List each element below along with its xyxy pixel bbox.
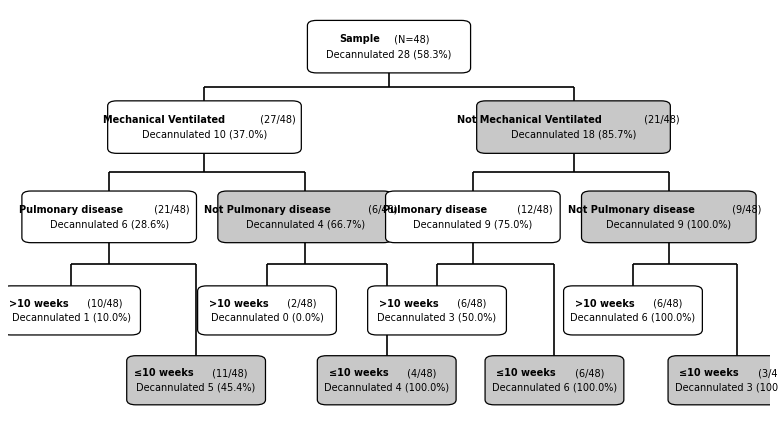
Text: (6/48): (6/48): [572, 368, 604, 378]
Text: Decannulated 9 (75.0%): Decannulated 9 (75.0%): [413, 219, 532, 229]
Text: Pulmonary disease: Pulmonary disease: [19, 205, 123, 215]
FancyBboxPatch shape: [107, 101, 301, 153]
Text: Decannulated 6 (100.0%): Decannulated 6 (100.0%): [492, 382, 617, 392]
Text: (10/48): (10/48): [85, 299, 123, 308]
Text: Decannulated 3 (50.0%): Decannulated 3 (50.0%): [377, 312, 496, 322]
Text: Decannulated 28 (58.3%): Decannulated 28 (58.3%): [326, 49, 452, 59]
Text: Mechanical Ventilated: Mechanical Ventilated: [103, 114, 225, 125]
Text: (4/48): (4/48): [404, 368, 436, 378]
Text: (12/48): (12/48): [514, 205, 553, 215]
Text: (9/48): (9/48): [728, 205, 761, 215]
Text: Not Mechanical Ventilated: Not Mechanical Ventilated: [457, 114, 602, 125]
FancyBboxPatch shape: [22, 191, 197, 243]
Text: (6/48): (6/48): [650, 299, 682, 308]
Text: Decannulated 1 (10.0%): Decannulated 1 (10.0%): [12, 312, 131, 322]
FancyBboxPatch shape: [386, 191, 560, 243]
Text: Decannulated 0 (0.0%): Decannulated 0 (0.0%): [211, 312, 324, 322]
FancyBboxPatch shape: [563, 286, 703, 335]
Text: Not Pulmonary disease: Not Pulmonary disease: [568, 205, 695, 215]
Text: >10 weeks: >10 weeks: [209, 299, 268, 308]
Text: (27/48): (27/48): [258, 114, 296, 125]
Text: Sample: Sample: [338, 34, 380, 44]
Text: Decannulated 3 (100.0%): Decannulated 3 (100.0%): [675, 382, 778, 392]
FancyBboxPatch shape: [485, 356, 624, 405]
Text: (11/48): (11/48): [209, 368, 248, 378]
Text: ≤10 weeks: ≤10 weeks: [496, 368, 556, 378]
Text: >10 weeks: >10 weeks: [9, 299, 68, 308]
Text: ≤10 weeks: ≤10 weeks: [328, 368, 388, 378]
Text: >10 weeks: >10 weeks: [575, 299, 634, 308]
Text: (21/48): (21/48): [641, 114, 679, 125]
Text: Decannulated 4 (66.7%): Decannulated 4 (66.7%): [246, 219, 365, 229]
FancyBboxPatch shape: [127, 356, 265, 405]
FancyBboxPatch shape: [2, 286, 141, 335]
Text: (N=48): (N=48): [391, 34, 429, 44]
Text: Decannulated 10 (37.0%): Decannulated 10 (37.0%): [142, 130, 267, 140]
FancyBboxPatch shape: [477, 101, 671, 153]
Text: Decannulated 18 (85.7%): Decannulated 18 (85.7%): [511, 130, 636, 140]
FancyBboxPatch shape: [368, 286, 506, 335]
Text: (6/48): (6/48): [365, 205, 398, 215]
Text: Decannulated 9 (100.0%): Decannulated 9 (100.0%): [606, 219, 731, 229]
Text: >10 weeks: >10 weeks: [379, 299, 439, 308]
Text: Decannulated 5 (45.4%): Decannulated 5 (45.4%): [136, 382, 256, 392]
FancyBboxPatch shape: [581, 191, 756, 243]
Text: Decannulated 6 (28.6%): Decannulated 6 (28.6%): [50, 219, 169, 229]
Text: Pulmonary disease: Pulmonary disease: [383, 205, 487, 215]
Text: Not Pulmonary disease: Not Pulmonary disease: [205, 205, 331, 215]
Text: Decannulated 4 (100.0%): Decannulated 4 (100.0%): [324, 382, 449, 392]
FancyBboxPatch shape: [307, 20, 471, 73]
Text: Decannulated 6 (100.0%): Decannulated 6 (100.0%): [570, 312, 696, 322]
FancyBboxPatch shape: [317, 356, 456, 405]
Text: (21/48): (21/48): [151, 205, 189, 215]
Text: ≤10 weeks: ≤10 weeks: [679, 368, 739, 378]
Text: (6/48): (6/48): [454, 299, 486, 308]
Text: (3/48): (3/48): [755, 368, 778, 378]
Text: (2/48): (2/48): [284, 299, 317, 308]
Text: ≤10 weeks: ≤10 weeks: [134, 368, 194, 378]
FancyBboxPatch shape: [218, 191, 392, 243]
FancyBboxPatch shape: [668, 356, 778, 405]
FancyBboxPatch shape: [198, 286, 336, 335]
